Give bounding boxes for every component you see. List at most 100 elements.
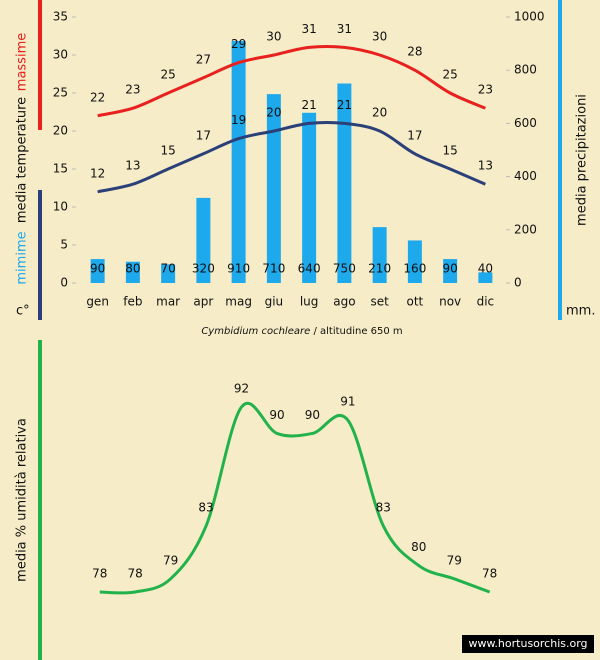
line [99,402,491,595]
line-value-label: 22 [90,90,105,104]
bar [478,272,493,283]
bar [125,261,140,283]
species: Cymbidium cochleare [201,326,310,337]
line-value-label: 78 [482,567,497,581]
legend-max: massime [15,33,30,91]
humidity-label: media % umidità relativa [15,418,30,582]
bar [90,259,105,283]
line-value-label: 30 [372,30,387,44]
bar-value-label: 320 [192,262,215,276]
y-tick-label: 15 [53,162,68,176]
y-unit: c° [16,304,30,319]
x-tick-label: feb [123,295,142,309]
line-value-label: 25 [160,68,175,82]
bar [302,112,317,283]
bar [196,197,211,283]
x-tick-label: mag [225,295,252,309]
line-value-label: 92 [234,382,249,396]
line-value-label: 31 [337,22,352,36]
line-value-label: 28 [407,45,422,59]
line-value-label: 83 [198,500,213,514]
y2-tick-label: 800 [514,63,537,77]
y2-tick-label: 0 [514,276,522,290]
line-value-label: 21 [301,98,316,112]
bar-value-label: 70 [160,262,175,276]
line-value-label: 17 [407,128,422,142]
y2-unit: mm. [566,304,595,319]
bar-value-label: 160 [403,262,426,276]
x-tick-label: gen [86,295,109,309]
bar [337,83,352,283]
line-value-label: 79 [163,553,178,567]
line-value-label: 12 [90,166,105,180]
subtitle: Cymbidium cochleare / altitudine 650 m [201,326,402,337]
line-value-label: 90 [269,408,284,422]
line-value-label: 78 [128,567,143,581]
y-tick-label: 25 [53,86,68,100]
line-value-label: 83 [376,500,391,514]
bar-value-label: 710 [262,262,285,276]
bar-value-label: 90 [90,262,105,276]
y2-tick-label: 400 [514,169,537,183]
x-tick-label: mar [156,295,180,309]
y-tick-label: 5 [60,238,68,252]
watermark-box [462,635,594,653]
bar [266,94,281,283]
line-value-label: 78 [92,567,107,581]
line-value-label: 17 [196,128,211,142]
line-value-label: 15 [160,144,175,158]
line-value-label: 15 [442,144,457,158]
legend-min: mimime [15,231,30,284]
y2-tick-label: 200 [514,222,537,236]
bar-value-label: 640 [298,262,321,276]
x-tick-label: lug [300,295,319,309]
bar [407,240,422,283]
altitude: / altitudine 650 m [313,326,402,337]
line-value-label: 23 [125,83,140,97]
line-value-label: 13 [478,159,493,173]
bar [443,259,458,283]
y2-tick-label: 1000 [514,10,545,24]
bar-value-label: 210 [368,262,391,276]
x-tick-label: apr [193,295,213,309]
bar [161,264,176,283]
bar-value-label: 90 [442,262,457,276]
line-value-label: 80 [411,540,426,554]
x-tick-label: ott [406,295,423,309]
y-axis-label: media temperature [15,97,30,223]
bar-value-label: 750 [333,262,356,276]
y-tick-label: 0 [60,276,68,290]
y-tick-label: 20 [53,124,68,138]
watermark: www.hortusorchis.org [468,637,587,650]
line-value-label: 90 [305,408,320,422]
line-value-label: 13 [125,159,140,173]
line [97,44,486,118]
line-value-label: 19 [231,113,246,127]
bar-value-label: 910 [227,262,250,276]
y2-axis-label: media precipitazioni [575,94,590,226]
line-value-label: 27 [196,52,211,66]
line-value-label: 25 [442,68,457,82]
x-tick-label: nov [439,295,461,309]
line [97,120,486,194]
bar [231,40,246,283]
bar-value-label: 80 [125,262,140,276]
x-tick-label: ago [333,295,355,309]
line-value-label: 29 [231,37,246,51]
line-value-label: 30 [266,30,281,44]
x-tick-label: giu [265,295,284,309]
line-value-label: 31 [301,22,316,36]
line-value-label: 23 [478,83,493,97]
bar [372,227,387,283]
line-value-label: 20 [372,106,387,120]
y-tick-label: 30 [53,48,68,62]
bar-value-label: 40 [478,262,493,276]
y-tick-label: 10 [53,200,68,214]
line-value-label: 91 [340,395,355,409]
line-value-label: 21 [337,98,352,112]
x-tick-label: dic [477,295,495,309]
line-value-label: 79 [447,553,462,567]
line-value-label: 20 [266,106,281,120]
